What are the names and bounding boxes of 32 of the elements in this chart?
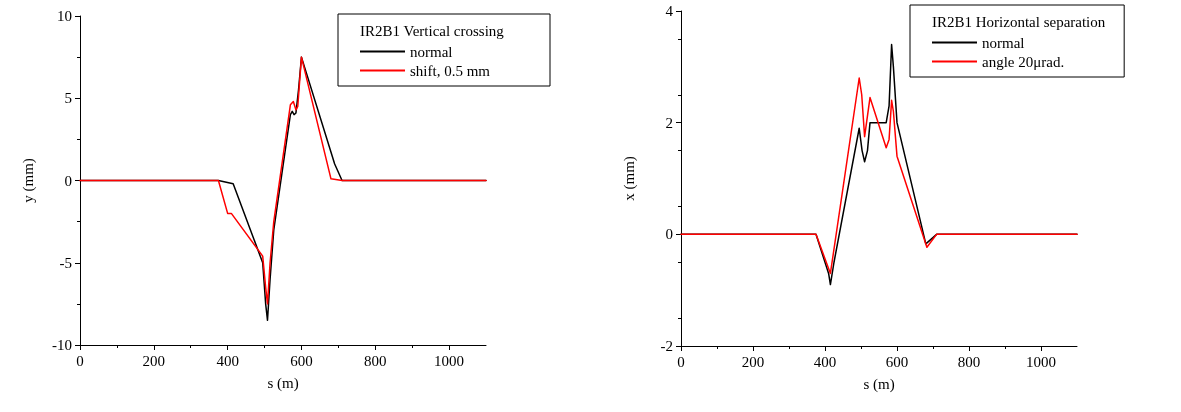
y-tick-label: 10 — [57, 8, 72, 24]
y-tick-label: -2 — [660, 338, 673, 354]
y-tick-label: -10 — [52, 337, 72, 353]
y-tick-label: 2 — [665, 114, 673, 131]
x-tick-label: 0 — [76, 352, 84, 369]
x-tick-label: 200 — [142, 352, 166, 369]
x-axis-title: s (m) — [863, 375, 895, 393]
x-tick-label: 200 — [741, 353, 765, 370]
y-tick-label: 5 — [64, 90, 72, 107]
x-tick-label: 800 — [364, 352, 387, 369]
x-tick-label: 400 — [216, 352, 239, 369]
y-tick-label: -5 — [59, 254, 72, 271]
legend-title: IR2B1 Vertical crossing — [360, 22, 505, 39]
x-tick-label: 800 — [957, 353, 981, 370]
y-tick-label: 4 — [665, 3, 674, 19]
legend-label: normal — [982, 34, 1025, 51]
y-tick-label: 0 — [665, 226, 673, 243]
legend-title: IR2B1 Horizontal separation — [932, 13, 1106, 30]
legend-label: shift, 0.5 mm — [410, 62, 491, 79]
line-series — [680, 77, 1078, 275]
legend-label: angle 20μrad. — [982, 53, 1065, 70]
x-tick-label: 600 — [885, 353, 909, 370]
x-tick-label: 0 — [677, 353, 685, 370]
y-tick-label: 0 — [64, 172, 72, 189]
x-tick-label: 1000 — [1026, 353, 1056, 370]
x-axis-title: s (m) — [267, 374, 299, 392]
x-tick-label: 400 — [813, 353, 837, 370]
y-axis-title: y (mm) — [19, 158, 37, 203]
x-tick-label: 1000 — [434, 352, 465, 369]
legend-label: normal — [410, 43, 453, 60]
y-axis-title: x (mm) — [620, 156, 638, 201]
x-tick-label: 600 — [290, 352, 313, 369]
